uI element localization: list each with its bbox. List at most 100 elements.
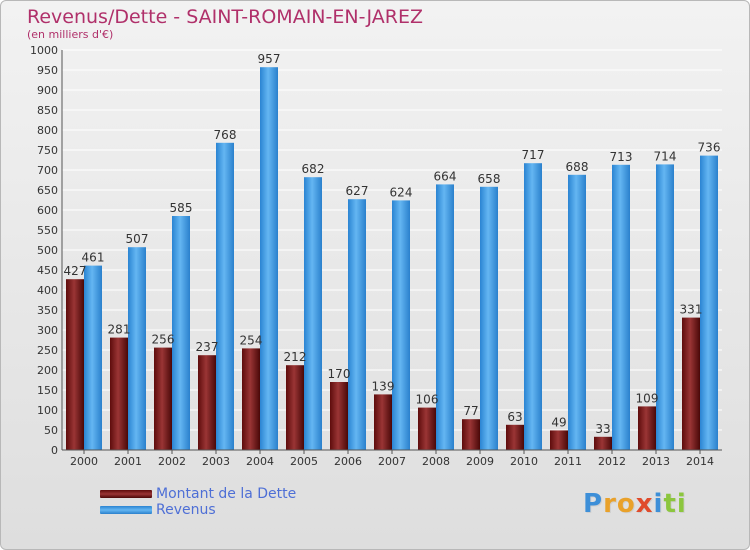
bar-debt [330,382,348,450]
bar-debt [594,436,612,450]
y-tick-label: 100 [37,404,58,417]
legend-item-revenus: Revenus [100,502,296,518]
data-label-revenus: 627 [346,184,369,198]
data-label-debt: 212 [284,350,307,364]
bar-debt [462,419,480,450]
data-label-debt: 109 [636,391,659,405]
data-label-revenus: 585 [170,201,193,215]
legend-swatch-revenus [100,506,152,514]
data-label-debt: 49 [551,415,566,429]
x-tick-label: 2013 [642,455,670,468]
proxiti-logo: Proxiti [583,489,687,519]
x-tick-label: 2006 [334,455,362,468]
data-label-revenus: 957 [258,52,281,66]
bar-debt [286,365,304,450]
data-label-revenus: 682 [302,162,325,176]
bar-revenus [524,163,542,450]
x-tick-label: 2009 [466,455,494,468]
y-tick-label: 50 [44,424,58,437]
bar-debt [682,317,700,450]
y-tick-label: 750 [37,144,58,157]
bar-revenus [216,142,234,451]
bar-revenus [436,184,454,450]
bar-revenus [612,164,630,451]
y-tick-label: 250 [37,344,58,357]
data-label-revenus: 714 [654,149,677,163]
data-label-revenus: 461 [82,251,105,265]
y-tick-label: 800 [37,124,58,137]
data-label-debt: 77 [463,404,478,418]
data-label-debt: 106 [416,393,439,407]
y-tick-label: 600 [37,204,58,217]
data-label-debt: 63 [507,410,522,424]
logo-letter: x [635,489,654,519]
logo-letter: t [663,489,677,519]
bar-debt [198,355,216,450]
y-tick-label: 450 [37,264,58,277]
bar-revenus [260,67,278,450]
data-label-revenus: 713 [610,150,633,164]
bar-debt [506,424,524,450]
bar-revenus [656,164,674,450]
y-tick-label: 650 [37,184,58,197]
y-tick-label: 700 [37,164,58,177]
bar-revenus [172,216,190,450]
bar-debt [110,337,128,450]
bar-revenus [304,177,322,450]
x-tick-label: 2002 [158,455,186,468]
data-label-debt: 281 [108,323,131,337]
x-tick-label: 2007 [378,455,406,468]
data-label-revenus: 717 [522,148,545,162]
y-tick-label: 150 [37,384,58,397]
data-label-revenus: 658 [478,172,501,186]
x-tick-label: 2003 [202,455,230,468]
logo-letter: i [653,489,664,519]
chart-subtitle: (en milliers d'€) [27,28,114,41]
data-label-debt: 139 [372,379,395,393]
chart-title: Revenus/Dette - SAINT-ROMAIN-EN-JAREZ [27,6,423,28]
legend-item-debt: Montant de la Dette [100,486,296,502]
logo-letter: r [603,489,617,519]
logo-letter: o [616,489,636,519]
legend-label-debt: Montant de la Dette [156,486,297,502]
bar-revenus [348,199,366,450]
y-tick-label: 900 [37,84,58,97]
bar-debt [374,394,392,450]
legend-swatch-debt [100,490,152,498]
data-label-revenus: 624 [390,185,413,199]
legend: Montant de la Dette Revenus [100,486,296,518]
x-tick-label: 2012 [598,455,626,468]
x-tick-label: 2008 [422,455,450,468]
x-tick-label: 2010 [510,455,538,468]
y-tick-label: 500 [37,244,58,257]
data-label-debt: 427 [64,264,87,278]
x-tick-label: 2005 [290,455,318,468]
data-label-revenus: 507 [126,232,149,246]
y-tick-label: 850 [37,104,58,117]
y-tick-label: 300 [37,324,58,337]
y-tick-label: 400 [37,284,58,297]
legend-label-revenus: Revenus [156,502,216,518]
bar-debt [242,348,260,450]
data-label-debt: 237 [196,340,219,354]
bar-revenus [480,186,498,451]
x-tick-label: 2000 [70,455,98,468]
x-tick-label: 2004 [246,455,274,468]
x-tick-label: 2001 [114,455,142,468]
data-label-revenus: 688 [566,160,589,174]
bar-debt [154,347,172,450]
bar-revenus [700,155,718,450]
y-tick-label: 200 [37,364,58,377]
data-label-debt: 254 [240,333,263,347]
data-label-debt: 170 [328,367,351,381]
bar-debt [66,279,84,450]
x-tick-label: 2011 [554,455,582,468]
data-label-debt: 33 [595,422,610,436]
data-label-revenus: 768 [214,128,237,142]
y-tick-label: 1000 [30,44,58,57]
data-label-revenus: 664 [434,169,457,183]
bar-debt [550,430,568,450]
bar-revenus [128,247,146,450]
logo-letter: P [583,489,604,519]
